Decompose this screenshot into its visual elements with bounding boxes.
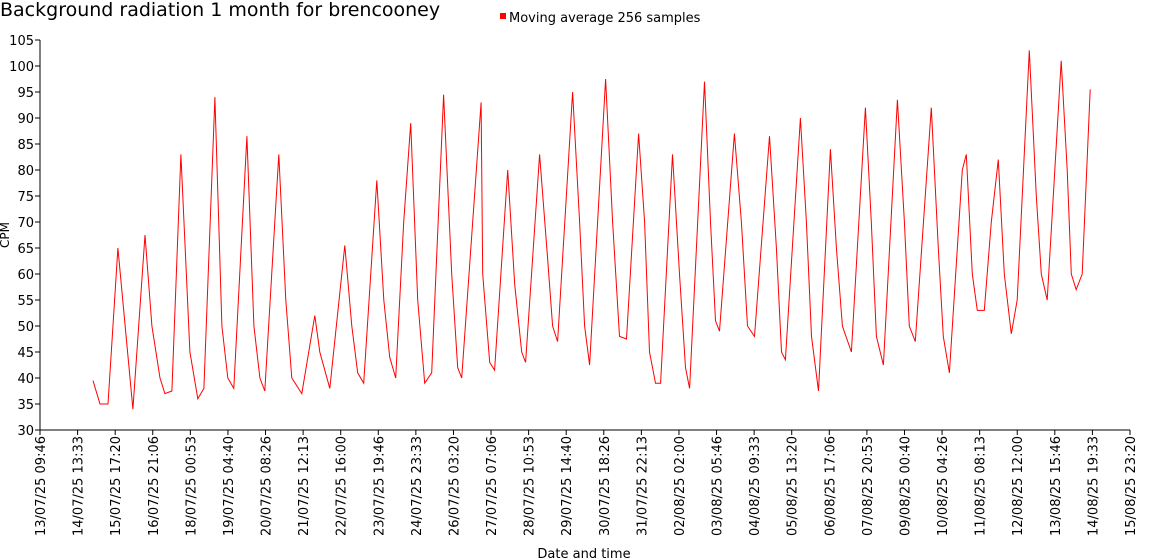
- x-tick-label: 31/07/25 22:13: [635, 436, 650, 536]
- x-tick-label: 30/07/25 18:26: [598, 436, 613, 536]
- y-tick-label: 70: [17, 216, 34, 231]
- x-tick-label: 19/07/25 04:40: [222, 436, 237, 536]
- x-tick-label: 26/07/25 03:20: [447, 436, 462, 536]
- y-tick-label: 35: [17, 398, 34, 413]
- x-tick-label: 27/07/25 07:06: [485, 436, 500, 536]
- x-tick-label: 15/07/25 17:20: [109, 436, 124, 536]
- x-tick-label: 10/08/25 04:26: [936, 436, 951, 536]
- x-tick-label: 18/07/25 00:53: [184, 436, 199, 536]
- y-axis-label: CPM: [0, 222, 12, 248]
- y-tick-label: 60: [17, 268, 34, 283]
- x-tick-label: 13/08/25 15:46: [1049, 436, 1064, 536]
- x-tick-label: 15/08/25 23:20: [1124, 436, 1139, 536]
- y-tick-label: 30: [17, 424, 34, 439]
- x-tick-label: 11/08/25 08:13: [974, 436, 989, 536]
- y-tick-label: 75: [17, 190, 34, 205]
- y-tick-label: 45: [17, 346, 34, 361]
- x-tick-label: 23/07/25 19:46: [372, 436, 387, 536]
- x-tick-label: 03/08/25 05:46: [711, 436, 726, 536]
- x-tick-label: 28/07/25 10:53: [523, 436, 538, 536]
- y-tick-label: 65: [17, 242, 34, 257]
- y-tick-label: 90: [17, 112, 34, 127]
- y-tick-label: 40: [17, 372, 34, 387]
- y-tick-label: 105: [9, 34, 34, 49]
- x-tick-label: 02/08/25 02:00: [673, 436, 688, 536]
- y-tick-label: 55: [17, 294, 34, 309]
- x-tick-label: 22/07/25 16:00: [335, 436, 350, 536]
- y-tick-label: 50: [17, 320, 34, 335]
- y-tick-label: 80: [17, 164, 34, 179]
- y-tick-label: 100: [9, 60, 34, 75]
- x-tick-label: 21/07/25 12:13: [297, 436, 312, 536]
- x-tick-label: 05/08/25 13:20: [786, 436, 801, 536]
- data-line: [92, 50, 1091, 410]
- x-tick-label: 13/07/25 09:46: [34, 436, 49, 536]
- x-tick-label: 16/07/25 21:06: [147, 436, 162, 536]
- x-tick-label: 04/08/25 09:33: [748, 436, 763, 536]
- x-tick-label: 12/08/25 12:00: [1011, 436, 1026, 536]
- legend-label: Moving average 256 samples: [509, 11, 701, 26]
- x-axis-label: Date and time: [537, 547, 630, 560]
- y-tick-label: 85: [17, 138, 34, 153]
- x-tick-label: 29/07/25 14:40: [560, 436, 575, 536]
- x-tick-label: 24/07/25 23:33: [410, 436, 425, 536]
- x-tick-label: 07/08/25 20:53: [861, 436, 876, 536]
- x-tick-label: 06/08/25 17:06: [823, 436, 838, 536]
- legend-swatch: [500, 13, 506, 19]
- chart-title: Background radiation 1 month for brencoo…: [0, 0, 440, 21]
- x-tick-label: 14/08/25 19:33: [1086, 436, 1101, 536]
- x-tick-label: 09/08/25 00:40: [898, 436, 913, 536]
- y-tick-label: 95: [17, 86, 34, 101]
- x-tick-label: 20/07/25 08:26: [260, 436, 275, 536]
- x-tick-label: 14/07/25 13:33: [72, 436, 87, 536]
